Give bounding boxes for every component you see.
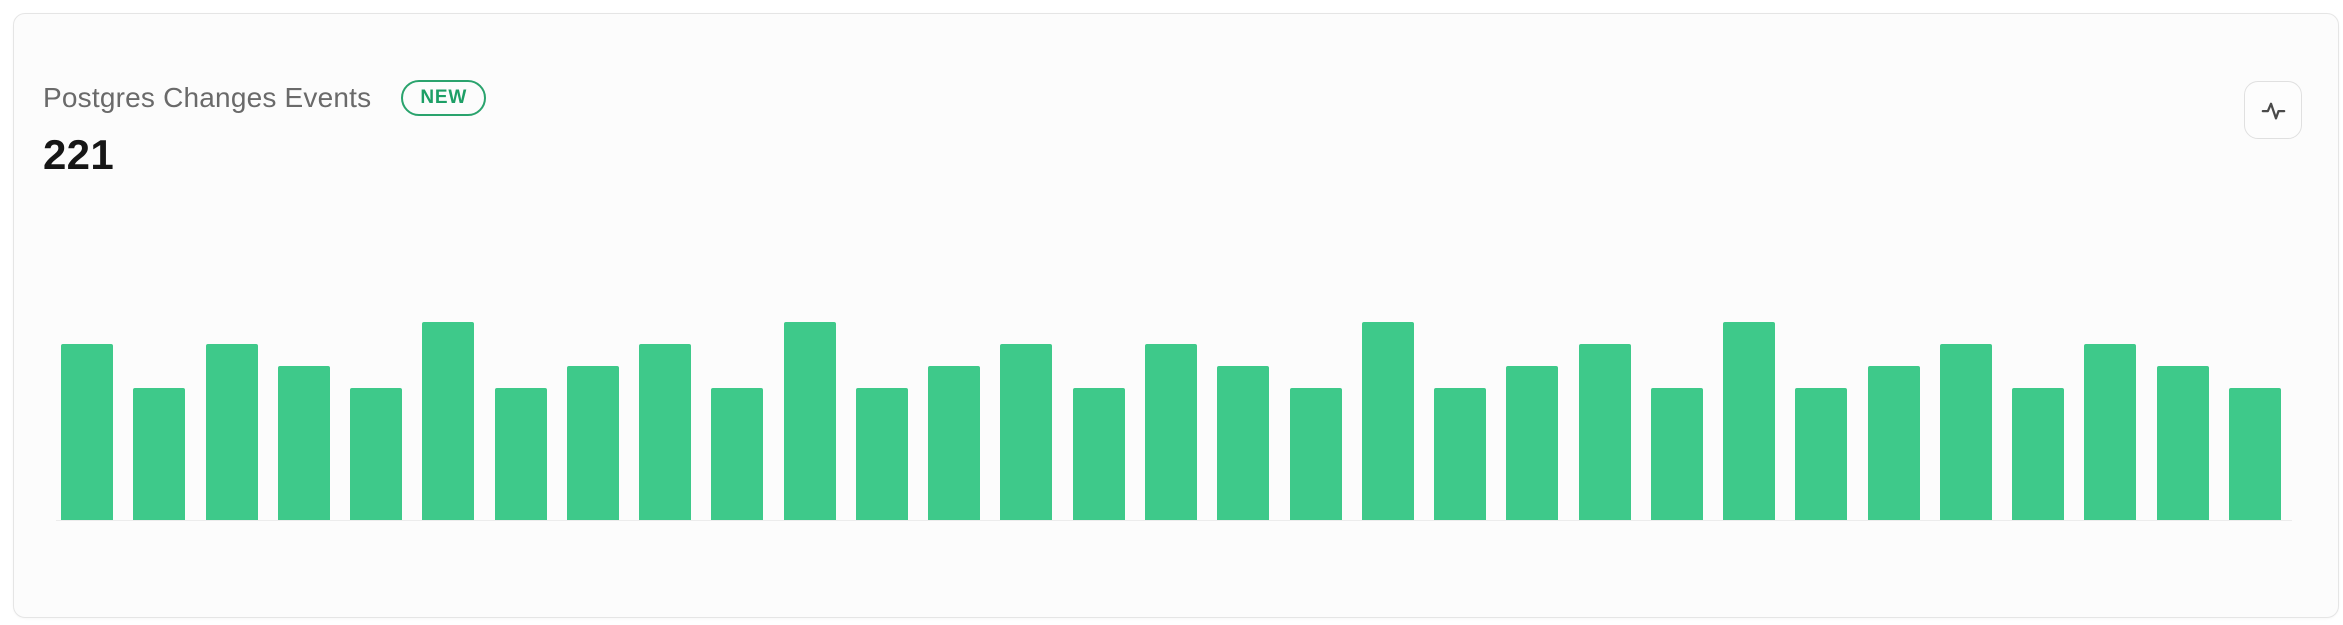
bar[interactable] (855, 388, 908, 520)
bar[interactable] (133, 388, 186, 520)
chart-baseline (56, 520, 2292, 521)
metric-value: 221 (43, 131, 114, 178)
bar[interactable] (1650, 388, 1703, 520)
bar[interactable] (928, 366, 981, 520)
bar[interactable] (1939, 344, 1992, 520)
bar[interactable] (1361, 322, 1414, 520)
bar[interactable] (2012, 388, 2065, 520)
activity-chart-button[interactable] (2244, 81, 2302, 139)
postgres-changes-events-card: Postgres Changes Events NEW 221 (13, 13, 2339, 618)
bar[interactable] (1506, 366, 1559, 520)
bar[interactable] (2228, 388, 2281, 520)
title-row: Postgres Changes Events NEW (43, 80, 487, 116)
bar[interactable] (1000, 344, 1053, 520)
card-header: Postgres Changes Events NEW 221 (43, 80, 487, 180)
bar[interactable] (1434, 388, 1487, 520)
card-title: Postgres Changes Events (43, 82, 372, 113)
bar[interactable] (1072, 388, 1125, 520)
new-badge: NEW (401, 80, 487, 116)
bar[interactable] (1723, 322, 1776, 520)
bar[interactable] (1578, 344, 1631, 520)
bar[interactable] (1289, 388, 1342, 520)
bar[interactable] (2156, 366, 2209, 520)
bar[interactable] (1795, 388, 1848, 520)
bar[interactable] (783, 322, 836, 520)
bar[interactable] (205, 344, 258, 520)
bar[interactable] (494, 388, 547, 520)
bar[interactable] (1217, 366, 1270, 520)
bar[interactable] (422, 322, 475, 520)
bar[interactable] (61, 344, 113, 520)
activity-pulse-icon (2260, 97, 2287, 124)
bar[interactable] (1144, 344, 1197, 520)
bar[interactable] (711, 388, 764, 520)
bar[interactable] (350, 388, 403, 520)
bar-chart (61, 322, 2281, 520)
bar[interactable] (1867, 366, 1920, 520)
bar[interactable] (277, 366, 330, 520)
bar[interactable] (566, 366, 619, 520)
bar[interactable] (639, 344, 692, 520)
bar[interactable] (2084, 344, 2137, 520)
